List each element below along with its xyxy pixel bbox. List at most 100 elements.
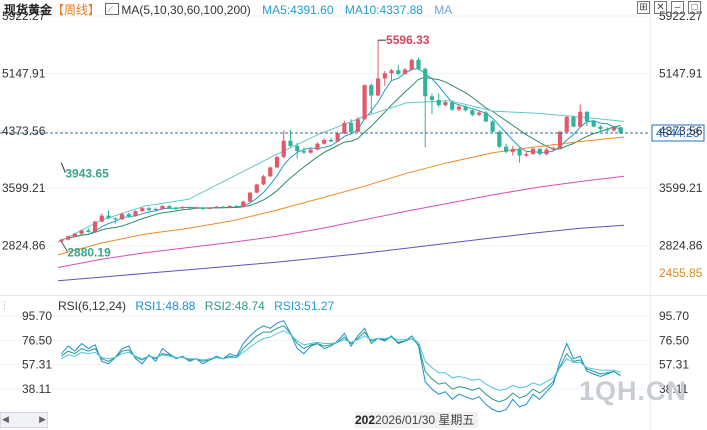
candle-up — [375, 78, 381, 96]
candle-down — [301, 151, 307, 153]
crosshair-timestamp: 2022026/01/30 星期五 — [355, 412, 479, 428]
candle-down — [106, 215, 111, 219]
grid — [0, 15, 650, 247]
candle-up — [551, 148, 556, 150]
panel-drag-handle[interactable]: ⋮ — [0, 300, 9, 310]
instrument-title: 现货黄金 — [4, 3, 53, 17]
candle-up — [389, 70, 394, 74]
candle-down — [200, 207, 205, 209]
candle-up — [66, 236, 71, 240]
candle-up — [409, 59, 414, 70]
candle-up — [362, 85, 367, 120]
rsi-tick-label-left: 76.50 — [22, 333, 52, 347]
price-tick-label-right: 4373.56 — [659, 124, 703, 138]
candle-down — [220, 206, 226, 208]
candle-down — [605, 128, 610, 131]
period-label[interactable]: 【周线】 — [52, 3, 101, 17]
low-reference-label: 2455.85 — [659, 266, 703, 280]
minimize-icon[interactable]: – — [671, 1, 684, 14]
high-annotation: 5596.33 — [386, 33, 430, 47]
candle-down — [396, 70, 401, 74]
candle-up — [99, 215, 104, 222]
candle-down — [517, 148, 522, 156]
rsi3-line — [61, 330, 621, 391]
chart-type-icon: ⟋ — [105, 3, 120, 15]
candle-up — [153, 208, 158, 211]
candle-down — [571, 116, 576, 127]
ma5-value: MA5:4391.60 — [262, 3, 334, 17]
candle-down — [429, 96, 435, 100]
candle-up — [268, 167, 273, 177]
price-annotations: 5596.33 2880.19 3943.65 — [60, 33, 430, 260]
candle-down — [86, 230, 91, 232]
low-marker-line — [60, 241, 68, 252]
price-tick-label-right: 5147.91 — [659, 66, 703, 80]
candle-down — [167, 205, 172, 208]
price-tick-label-left: 3599.21 — [2, 181, 46, 195]
rsi-tick-label-left: 38.11 — [22, 382, 51, 396]
watermark: 1QH.CN — [578, 376, 687, 406]
grid-icon[interactable]: ⊞ — [637, 1, 650, 14]
candle-down — [173, 207, 179, 209]
candle-down — [598, 126, 603, 129]
rsi-axis: 95.70 95.70 76.50 76.50 57.31 57.31 38.11 38.11 — [22, 309, 689, 396]
ma-more: MA — [434, 3, 453, 17]
candle-up — [261, 176, 266, 185]
header-icons: ⊞ ✕ – □ — [637, 1, 701, 14]
ma200-line — [57, 224, 625, 282]
timestamp-prefix: 202 — [355, 413, 376, 427]
scroll-left-button[interactable]: ◀ ▶ — [0, 412, 48, 428]
rsi-tick-label-right: 38.11 — [659, 382, 688, 396]
candle-down — [295, 145, 300, 152]
candle-up — [335, 133, 340, 142]
candle-down — [416, 59, 421, 69]
candle-up — [611, 127, 616, 131]
candle-up — [456, 106, 462, 110]
ma60-line — [57, 136, 625, 256]
candle-up — [322, 139, 327, 144]
timestamp-value: 2026/01/30 星期五 — [375, 413, 475, 427]
candle-down — [618, 127, 623, 134]
chevron-left-icon: ◀ — [2, 414, 9, 424]
price-tick-label-right: 3599.21 — [659, 181, 703, 195]
candle-up — [510, 148, 515, 152]
candle-down — [463, 106, 468, 111]
close-icon[interactable]: ✕ — [654, 1, 667, 14]
candlesticks — [59, 40, 623, 242]
candle-down — [328, 139, 333, 142]
rsi1-line — [61, 320, 621, 413]
price-axis: 5922.27 5147.91 4373.56 3599.21 2824.86 5922.… — [2, 9, 703, 280]
ma100-line — [57, 175, 625, 268]
rsi2-line — [61, 325, 621, 403]
candle-up — [578, 111, 583, 127]
candle-up — [530, 148, 536, 155]
candle-down — [470, 110, 475, 115]
rsi3-value: RSI3:51.27 — [274, 299, 335, 313]
current-price-line: 4344.28 — [0, 124, 705, 142]
price-tick-label-right: 5922.27 — [659, 9, 703, 23]
rsi-tick-label-right: 57.31 — [659, 358, 689, 372]
candle-down — [146, 208, 152, 211]
ma-label: MA(5,10,30,60,100,200) — [121, 3, 251, 17]
rsi-tick-label-right: 95.70 — [659, 309, 689, 323]
ma10-value: MA10:4337.88 — [344, 3, 423, 17]
low2-marker-line — [60, 162, 66, 173]
candle-down — [450, 102, 455, 110]
candle-down — [126, 214, 131, 216]
candle-down — [483, 112, 488, 122]
rsi-tick-label-left: 57.31 — [22, 358, 52, 372]
candle-down — [234, 205, 239, 208]
chevron-right-icon: ▶ — [39, 414, 46, 424]
candle-down — [584, 111, 590, 122]
candle-up — [402, 69, 408, 74]
price-tick-label-left: 5922.27 — [2, 9, 46, 23]
candle-down — [113, 218, 118, 220]
candle-up — [254, 184, 259, 193]
candle-down — [490, 121, 495, 132]
candle-down — [591, 121, 596, 127]
rsi2-value: RSI2:48.74 — [204, 299, 265, 313]
maximize-icon[interactable]: □ — [688, 1, 701, 14]
candle-up — [140, 208, 145, 212]
candle-up — [79, 230, 84, 234]
